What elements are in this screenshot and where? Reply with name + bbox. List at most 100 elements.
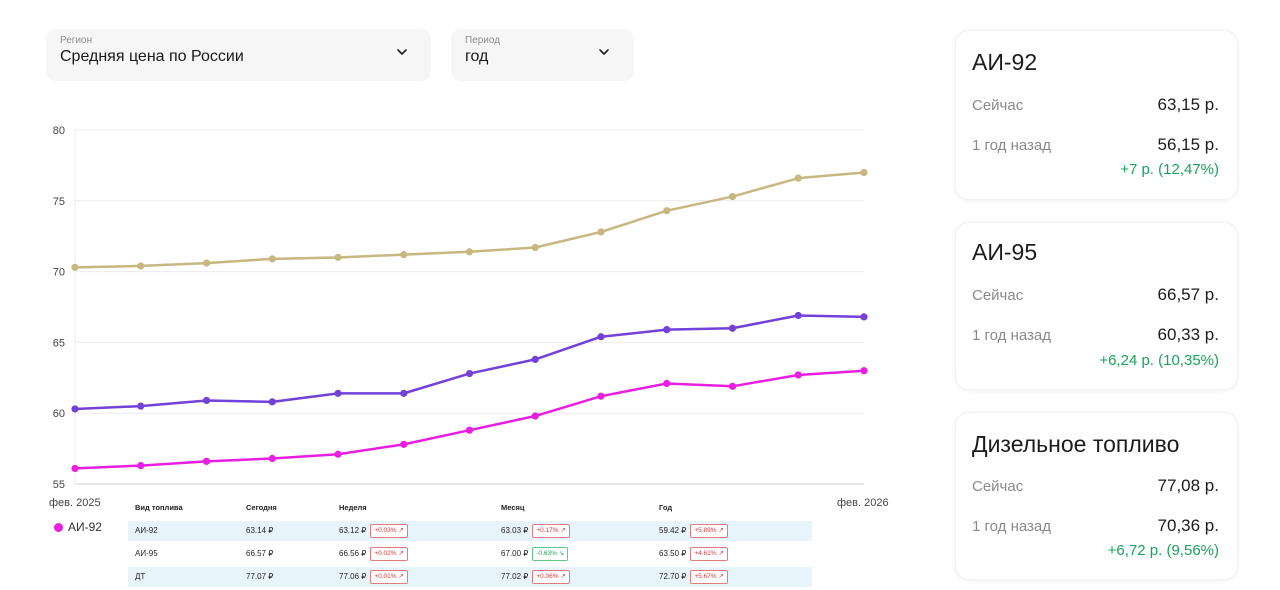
y-tick-label: 65 bbox=[53, 337, 65, 349]
data-point-dt bbox=[663, 207, 671, 215]
data-point-dt bbox=[531, 243, 539, 252]
data-point-dt bbox=[400, 251, 408, 259]
ago-label: 1 год назад bbox=[972, 327, 1052, 344]
data-point-dt bbox=[597, 228, 605, 236]
cell-today: 63.14 ₽ bbox=[246, 526, 274, 535]
period-value: год bbox=[465, 48, 489, 65]
ago-value: 70,36 р. bbox=[1157, 516, 1219, 535]
period-caption: Период bbox=[465, 35, 501, 46]
card-title: Дизельное топливо bbox=[972, 431, 1180, 457]
header-week: Неделя bbox=[339, 503, 367, 512]
cell-year: 72.70 ₽ +5.67% ↗ bbox=[659, 567, 728, 587]
change-value: +7 р. (12,47%) bbox=[1120, 161, 1219, 178]
chart-series bbox=[71, 168, 868, 473]
y-tick-label: 80 bbox=[53, 125, 65, 137]
cell-year: 63.50 ₽ +4.61% ↗ bbox=[659, 544, 728, 564]
period-select[interactable]: Период год bbox=[451, 29, 634, 81]
region-select[interactable]: Регион Средняя цена по России bbox=[46, 29, 431, 81]
data-point-ai95 bbox=[728, 324, 737, 332]
data-point-ai92 bbox=[860, 367, 868, 375]
data-point-ai92 bbox=[400, 440, 408, 448]
y-tick-label: 60 bbox=[53, 408, 65, 420]
card-ai95: АИ-95 Сейчас 66,57 р. 1 год назад 60,33 … bbox=[955, 222, 1238, 390]
header-month: Месяц bbox=[501, 503, 525, 512]
change-value: +6,24 р. (10,35%) bbox=[1099, 352, 1219, 369]
data-point-ai92 bbox=[465, 426, 474, 434]
card-title: АИ-92 bbox=[972, 49, 1038, 75]
data-point-dt bbox=[465, 248, 474, 256]
data-point-ai92 bbox=[334, 450, 342, 458]
chart-legend[interactable]: АИ-92 bbox=[54, 520, 102, 534]
data-point-ai92 bbox=[728, 382, 737, 390]
cell-fuel: АИ-95 bbox=[135, 549, 158, 558]
data-point-ai92 bbox=[71, 464, 79, 473]
data-point-ai95 bbox=[400, 389, 408, 397]
data-point-dt bbox=[794, 174, 802, 182]
card-title: АИ-95 bbox=[972, 239, 1038, 265]
data-point-ai95 bbox=[137, 402, 145, 410]
data-point-ai92 bbox=[794, 371, 802, 379]
legend-label: АИ-92 bbox=[68, 520, 102, 534]
data-point-ai92 bbox=[137, 461, 145, 470]
y-tick-label: 55 bbox=[53, 479, 65, 491]
table-row: АИ-92 63.14 ₽ 63.12 ₽ +0.03% ↗ 63.03 ₽ +0.… bbox=[128, 521, 812, 541]
price-line-chart: 80 75 70 65 60 55 фев. 2025 фев. 2026 bbox=[49, 125, 889, 509]
table-row: АИ-95 66.57 ₽ 66.56 ₽ +0.02% ↗ 67.00 ₽ -0.… bbox=[128, 544, 812, 564]
cell-week: 66.56 ₽ +0.02% ↗ bbox=[339, 544, 408, 564]
change-badge: +5.67% ↗ bbox=[690, 569, 728, 584]
ago-value: 60,33 р. bbox=[1157, 325, 1219, 344]
data-point-ai95 bbox=[794, 311, 802, 320]
ago-label: 1 год назад bbox=[972, 518, 1052, 535]
change-badge: +4.61% ↗ bbox=[690, 546, 728, 561]
ago-value: 56,15 р. bbox=[1157, 135, 1219, 154]
data-point-ai95 bbox=[531, 355, 539, 363]
data-point-ai95 bbox=[334, 389, 342, 397]
change-badge: +0.03% ↗ bbox=[370, 523, 408, 538]
data-point-ai92 bbox=[202, 457, 211, 465]
now-label: Сейчас bbox=[972, 478, 1024, 495]
change-badge: +0.06% ↗ bbox=[532, 569, 570, 584]
data-point-dt bbox=[137, 262, 145, 270]
cell-week: 63.12 ₽ +0.03% ↗ bbox=[339, 521, 408, 541]
data-point-ai95 bbox=[860, 313, 868, 321]
chart-grid bbox=[74, 129, 864, 485]
now-value: 63,15 р. bbox=[1157, 95, 1219, 114]
y-axis-ticks: 80 75 70 65 60 55 bbox=[53, 125, 65, 491]
change-value: +6,72 р. (9,56%) bbox=[1107, 542, 1219, 559]
series-line-ai92 bbox=[74, 369, 865, 470]
cell-month: 67.00 ₽ -0.63% ↘ bbox=[501, 544, 569, 564]
header-fuel: Вид топлива bbox=[135, 503, 183, 512]
change-badge: +5.89% ↗ bbox=[690, 523, 728, 538]
data-point-dt bbox=[268, 255, 276, 263]
cell-fuel: ДТ bbox=[135, 572, 146, 581]
y-tick-label: 75 bbox=[53, 196, 65, 208]
cell-today: 66.57 ₽ bbox=[246, 549, 274, 558]
table-header: Вид топлива Сегодня Неделя Месяц Год bbox=[128, 498, 812, 518]
x-axis-start-label: фев. 2025 bbox=[49, 497, 101, 509]
card-diesel: Дизельное топливо Сейчас 77,08 р. 1 год … bbox=[955, 412, 1238, 580]
data-point-ai95 bbox=[465, 369, 474, 378]
data-point-ai95 bbox=[597, 333, 605, 341]
data-point-ai95 bbox=[71, 405, 79, 413]
data-point-dt bbox=[334, 253, 342, 262]
region-caption: Регион bbox=[60, 35, 93, 46]
change-badge: +0.17% ↗ bbox=[532, 523, 570, 538]
data-point-ai92 bbox=[663, 379, 671, 388]
data-point-ai92 bbox=[268, 454, 276, 463]
data-point-ai95 bbox=[202, 396, 211, 405]
now-label: Сейчас bbox=[972, 287, 1024, 304]
cell-fuel: АИ-92 bbox=[135, 526, 158, 535]
table-row: ДТ 77.07 ₽ 77.06 ₽ +0.01% ↗ 77.02 ₽ +0.06%… bbox=[128, 567, 812, 587]
now-value: 66,57 р. bbox=[1157, 285, 1219, 304]
now-value: 77,08 р. bbox=[1157, 476, 1219, 495]
data-point-ai92 bbox=[531, 412, 539, 420]
header-year: Год bbox=[659, 503, 673, 512]
region-value: Средняя цена по России bbox=[60, 48, 244, 65]
header-today: Сегодня bbox=[246, 503, 277, 512]
data-point-dt bbox=[860, 168, 868, 177]
data-point-dt bbox=[202, 259, 211, 267]
now-label: Сейчас bbox=[972, 97, 1024, 114]
chevron-down-icon bbox=[397, 49, 407, 55]
data-point-ai95 bbox=[663, 326, 671, 334]
legend-swatch bbox=[54, 523, 63, 532]
